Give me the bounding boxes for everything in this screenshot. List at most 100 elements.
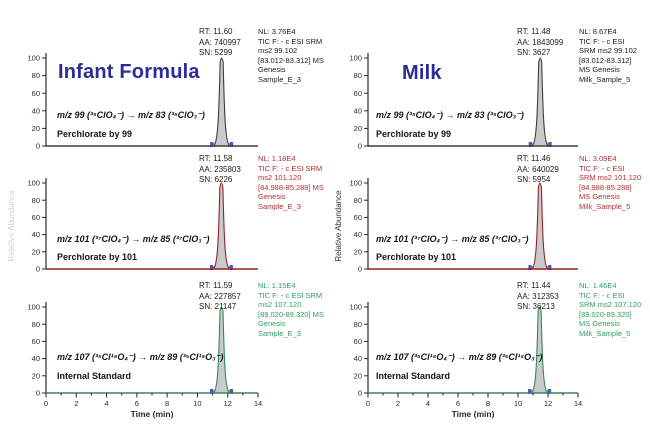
aa-value: AA: 740997 bbox=[199, 37, 241, 47]
svg-text:100: 100 bbox=[27, 54, 40, 63]
nl-annotation-block: NL: 1.15E4 TIC F: - c ESI SRM ms2 107.12… bbox=[258, 281, 324, 338]
svg-text:0: 0 bbox=[358, 265, 362, 274]
peak-stats-block: RT: 11.60 AA: 740997 SN: 5299 bbox=[199, 27, 241, 59]
svg-text:80: 80 bbox=[354, 320, 362, 329]
svg-text:20: 20 bbox=[354, 371, 362, 380]
nl-annotation-block: NL: 1.46E4 TIC F: - c ESI SRM ms2 107.12… bbox=[579, 281, 642, 338]
svg-text:6: 6 bbox=[135, 399, 139, 408]
svg-text:80: 80 bbox=[354, 196, 362, 205]
svg-text:14: 14 bbox=[574, 399, 582, 408]
rt-value: RT: 11.58 bbox=[199, 154, 233, 163]
svg-text:40: 40 bbox=[354, 230, 362, 239]
svg-text:12: 12 bbox=[544, 399, 552, 408]
svg-text:40: 40 bbox=[354, 106, 362, 115]
svg-text:40: 40 bbox=[354, 354, 362, 363]
rt-value: RT: 11.59 bbox=[199, 281, 233, 290]
svg-text:20: 20 bbox=[354, 124, 362, 133]
svg-text:60: 60 bbox=[354, 213, 362, 222]
svg-text:60: 60 bbox=[32, 337, 40, 346]
svg-text:80: 80 bbox=[354, 71, 362, 80]
svg-text:80: 80 bbox=[32, 320, 40, 329]
sn-value: SN: 36213 bbox=[517, 302, 555, 311]
aa-value: AA: 1843099 bbox=[517, 37, 564, 47]
svg-text:0: 0 bbox=[36, 142, 40, 151]
aa-value: AA: 227857 bbox=[199, 291, 241, 301]
rt-value: RT: 11.46 bbox=[517, 154, 551, 163]
svg-text:20: 20 bbox=[32, 247, 40, 256]
svg-text:100: 100 bbox=[349, 54, 362, 63]
svg-text:40: 40 bbox=[32, 354, 40, 363]
svg-text:60: 60 bbox=[354, 337, 362, 346]
assay-label: Perchlorate by 101 bbox=[376, 252, 457, 262]
peak-stats-block: RT: 11.46 AA: 640029 SN: 5954 bbox=[517, 154, 559, 186]
sn-value: SN: 3627 bbox=[517, 48, 551, 57]
transition-label: m/z 99 (³⁵ClO₄⁻) → m/z 83 (³⁵ClO₃⁻) bbox=[57, 110, 205, 120]
svg-text:80: 80 bbox=[32, 196, 40, 205]
aa-value: AA: 312353 bbox=[517, 291, 559, 301]
aa-value: AA: 640029 bbox=[517, 164, 559, 174]
assay-label: Perchlorate by 99 bbox=[376, 129, 452, 139]
svg-text:100: 100 bbox=[349, 303, 362, 312]
peak-stats-block: RT: 11.59 AA: 227857 SN: 21147 bbox=[199, 281, 241, 313]
rt-value: RT: 11.60 bbox=[199, 27, 233, 36]
rt-value: RT: 11.48 bbox=[517, 27, 551, 36]
svg-text:40: 40 bbox=[32, 106, 40, 115]
svg-text:2: 2 bbox=[74, 399, 78, 408]
nl-annotation-block: NL: 1.18E4 TIC F: - c ESI SRM ms2 101.12… bbox=[258, 154, 324, 211]
sn-value: SN: 5954 bbox=[517, 175, 551, 184]
svg-text:100: 100 bbox=[27, 179, 40, 188]
nl-annotation-block: NL: 3.09E4 TIC F: - c ESI SRM ms2 101.12… bbox=[579, 154, 642, 211]
svg-text:4: 4 bbox=[104, 399, 108, 408]
svg-text:60: 60 bbox=[32, 89, 40, 98]
assay-label: Perchlorate by 99 bbox=[57, 129, 133, 139]
svg-text:0: 0 bbox=[358, 142, 362, 151]
svg-text:2: 2 bbox=[396, 399, 400, 408]
nl-annotation-block: NL: 8.67E4 TIC F: - c ESI SRM ms2 99.102… bbox=[579, 27, 637, 84]
svg-text:14: 14 bbox=[254, 399, 262, 408]
svg-text:6: 6 bbox=[456, 399, 460, 408]
svg-text:60: 60 bbox=[354, 89, 362, 98]
transition-label: m/z 99 (³⁵ClO₄⁻) → m/z 83 (³⁵ClO₃⁻) bbox=[376, 110, 524, 120]
sn-value: SN: 5299 bbox=[199, 48, 233, 57]
peak-stats-block: RT: 11.58 AA: 235803 SN: 6226 bbox=[199, 154, 241, 186]
svg-text:0: 0 bbox=[366, 399, 370, 408]
aa-value: AA: 235803 bbox=[199, 164, 241, 174]
sample-title-infant-formula: Infant Formula bbox=[58, 61, 200, 83]
svg-text:100: 100 bbox=[349, 179, 362, 188]
svg-text:0: 0 bbox=[36, 389, 40, 398]
svg-text:10: 10 bbox=[514, 399, 522, 408]
sn-value: SN: 6226 bbox=[199, 175, 233, 184]
svg-text:0: 0 bbox=[358, 389, 362, 398]
peak-stats-block: RT: 11.48 AA: 1843099 SN: 3627 bbox=[517, 27, 563, 59]
svg-text:0: 0 bbox=[44, 399, 48, 408]
sn-value: SN: 21147 bbox=[199, 302, 237, 311]
svg-text:Time (min): Time (min) bbox=[131, 409, 174, 419]
assay-label: Internal Standard bbox=[376, 371, 451, 381]
rt-value: RT: 11.44 bbox=[517, 281, 551, 290]
transition-label: m/z 107 (³⁵Cl¹⁸O₄⁻) → m/z 89 (³⁵Cl¹⁸O₃⁻) bbox=[57, 352, 224, 362]
svg-text:20: 20 bbox=[354, 247, 362, 256]
svg-text:60: 60 bbox=[32, 213, 40, 222]
svg-text:20: 20 bbox=[32, 124, 40, 133]
sample-title-milk: Milk bbox=[402, 62, 442, 84]
svg-text:80: 80 bbox=[32, 71, 40, 80]
svg-text:4: 4 bbox=[426, 399, 430, 408]
svg-text:8: 8 bbox=[486, 399, 490, 408]
transition-label: m/z 101 (³⁷ClO₄⁻) → m/z 85 (³⁷ClO₃⁻) bbox=[376, 234, 529, 244]
svg-text:Relative Abundance: Relative Abundance bbox=[334, 190, 343, 262]
svg-text:12: 12 bbox=[224, 399, 232, 408]
transition-label: m/z 107 (³⁵Cl¹⁸O₄⁻) → m/z 89 (³⁵Cl¹⁸O₃⁻) bbox=[376, 352, 543, 362]
assay-label: Perchlorate by 101 bbox=[57, 252, 138, 262]
svg-text:20: 20 bbox=[32, 371, 40, 380]
nl-annotation-block: NL: 3.76E4 TIC F: - c ESI SRM ms2 99.102… bbox=[258, 27, 324, 84]
svg-text:10: 10 bbox=[193, 399, 201, 408]
assay-label: Internal Standard bbox=[57, 371, 132, 381]
svg-text:Relative Abundance: Relative Abundance bbox=[7, 190, 16, 262]
svg-text:8: 8 bbox=[165, 399, 169, 408]
transition-label: m/z 101 (³⁷ClO₄⁻) → m/z 85 (³⁷ClO₃⁻) bbox=[57, 234, 210, 244]
peak-stats-block: RT: 11.44 AA: 312353 SN: 36213 bbox=[517, 281, 559, 313]
svg-text:40: 40 bbox=[32, 230, 40, 239]
svg-text:100: 100 bbox=[27, 303, 40, 312]
